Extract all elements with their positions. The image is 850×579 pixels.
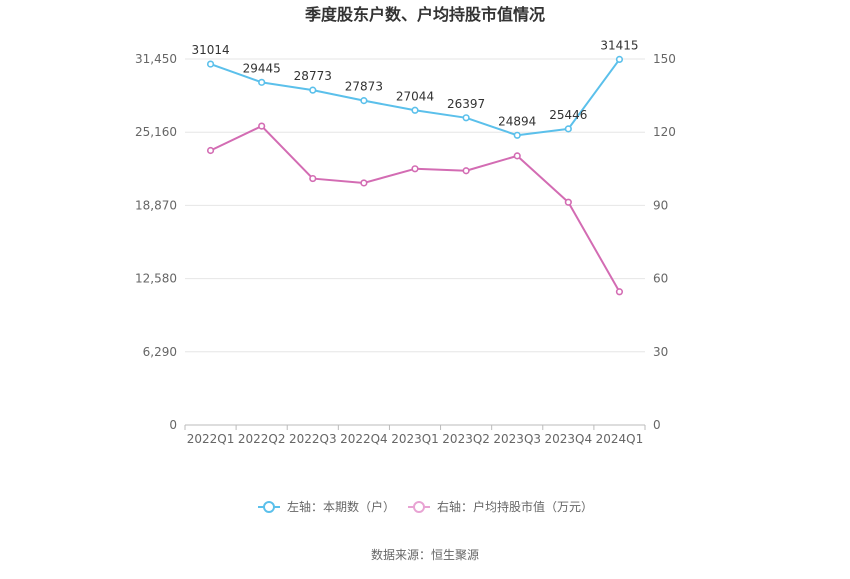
data-point [513, 152, 521, 160]
left-tick-label: 25,160 [135, 125, 177, 139]
right-tick-label: 0 [653, 418, 661, 432]
x-tick-label: 2024Q1 [596, 432, 644, 446]
data-label: 27873 [345, 80, 383, 94]
right-tick-label: 120 [653, 125, 676, 139]
data-point [206, 60, 215, 68]
data-point [411, 165, 419, 173]
data-point [360, 97, 368, 105]
x-tick-label: 2022Q1 [187, 432, 235, 446]
right-axis: 0 30 60 90 120 150 [653, 52, 676, 432]
data-point [258, 122, 266, 130]
legend-item-right-series[interactable]: 右轴：户均持股市值（万元） [408, 499, 593, 514]
x-tick-label: 2023Q3 [493, 432, 541, 446]
x-tick-label: 2022Q4 [340, 432, 388, 446]
left-tick-label: 31,450 [135, 52, 177, 66]
left-axis: 0 6,290 12,580 18,870 25,160 31,450 [135, 52, 177, 432]
data-point [462, 167, 470, 175]
data-point [615, 55, 624, 64]
data-label: 31415 [600, 38, 638, 52]
data-label: 26397 [447, 97, 485, 111]
x-tick-label: 2023Q1 [391, 432, 439, 446]
data-point [309, 174, 317, 183]
x-tick-label: 2022Q3 [289, 432, 337, 446]
data-point [513, 131, 521, 139]
x-tick-label: 2023Q2 [442, 432, 490, 446]
data-point [615, 288, 624, 296]
left-tick-label: 18,870 [135, 198, 177, 212]
data-point [462, 114, 470, 122]
data-label: 24894 [498, 114, 536, 128]
data-point [206, 146, 215, 155]
data-point [258, 78, 266, 86]
data-point [564, 198, 572, 206]
left-tick-label: 12,580 [135, 272, 177, 286]
legend: 左轴：本期数（户） 右轴：户均持股市值（万元） [258, 499, 593, 514]
right-tick-label: 60 [653, 272, 668, 286]
right-tick-label: 150 [653, 52, 676, 66]
series-line-1 [210, 125, 621, 293]
x-axis: 2022Q1 2022Q2 2022Q3 2022Q4 2023Q1 2023Q2 2023… [184, 425, 646, 446]
legend-item-left-series[interactable]: 左轴：本期数（户） [258, 499, 395, 514]
series-layer: 31014 29445 28773 27873 27044 26397 24894 25446… [191, 38, 639, 296]
right-tick-label: 30 [653, 345, 668, 359]
data-label: 31014 [191, 43, 229, 57]
data-label: 29445 [243, 61, 281, 75]
data-point [564, 125, 572, 133]
x-tick-label: 2022Q2 [238, 432, 286, 446]
x-tick-label: 2023Q4 [545, 432, 593, 446]
grid-lines [185, 58, 645, 426]
chart-title: 季度股东户数、户均持股市值情况 [304, 5, 545, 24]
left-tick-label: 0 [169, 418, 177, 432]
data-label: 28773 [294, 69, 332, 83]
data-point [411, 106, 419, 114]
left-tick-label: 6,290 [143, 345, 177, 359]
data-point [360, 179, 368, 187]
data-label: 25446 [549, 108, 587, 122]
right-tick-label: 90 [653, 198, 668, 212]
source-note: 数据来源：恒生聚源 [371, 547, 479, 562]
legend-label-right-series: 右轴：户均持股市值（万元） [437, 499, 593, 514]
data-point [309, 86, 317, 94]
legend-label-left-series: 左轴：本期数（户） [287, 499, 395, 514]
data-label: 27044 [396, 89, 434, 103]
